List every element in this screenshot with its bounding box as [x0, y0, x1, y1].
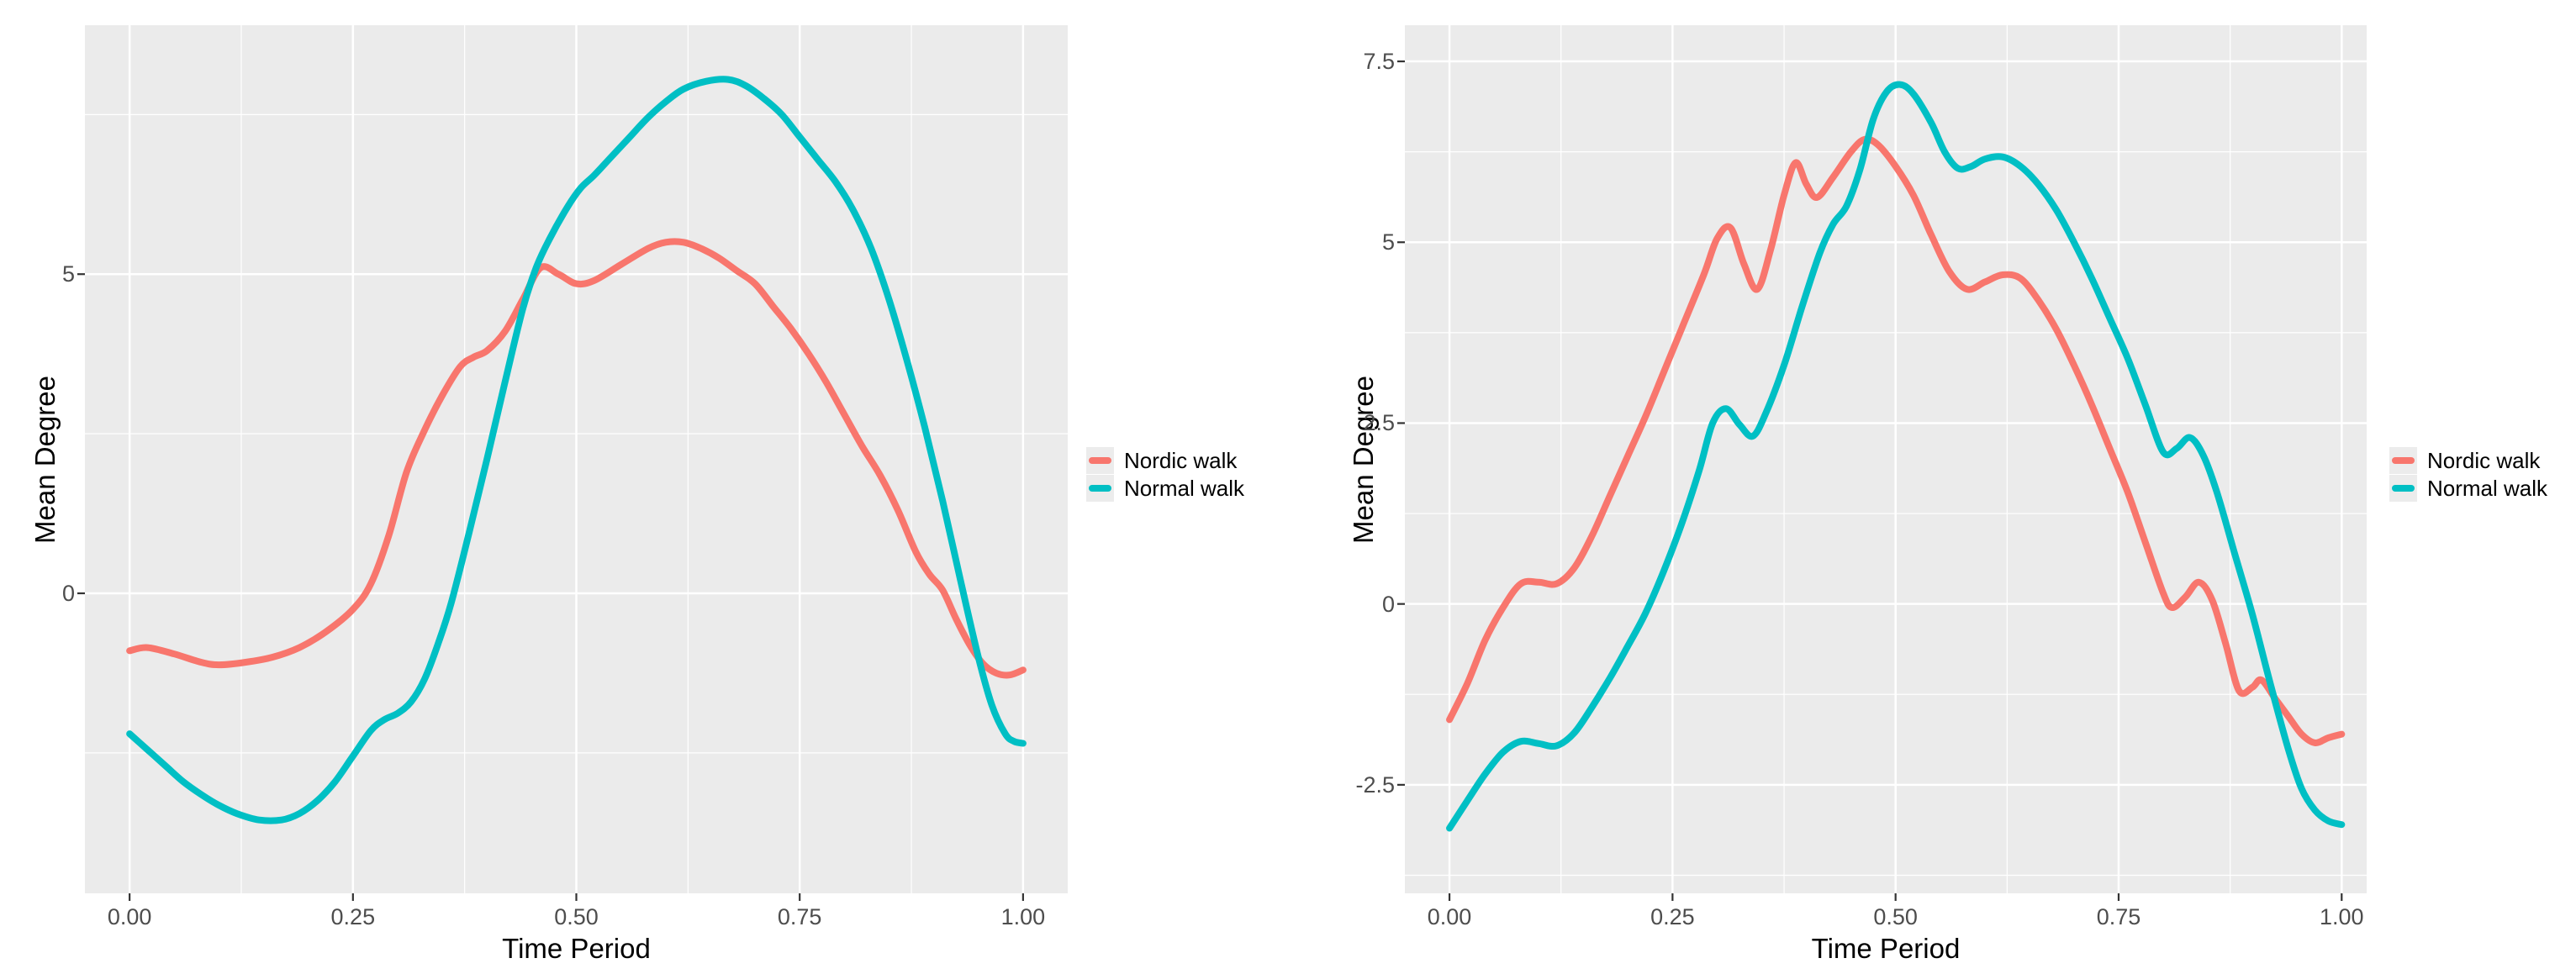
y-tick-label: 5: [61, 261, 75, 287]
x-tick-label: 0.00: [107, 904, 152, 929]
legend-key: [2389, 475, 2417, 502]
legend-label: Nordic walk: [2427, 448, 2541, 473]
x-tick-label: 0.25: [330, 904, 376, 929]
legend-label: Nordic walk: [1124, 448, 1238, 473]
x-tick-label: 1.00: [2320, 904, 2364, 929]
legend-key: [2389, 447, 2417, 474]
x-tick-label: 1.00: [1000, 904, 1046, 929]
legend-key: [1086, 475, 1114, 502]
y-tick-label: 0: [61, 581, 75, 606]
legend-item-normal-walk: Normal walk: [1086, 475, 1244, 502]
y-tick-label: 2.5: [1363, 410, 1395, 436]
normal-walk-line-icon: [2392, 485, 2415, 492]
y-tick-label: 7.5: [1363, 49, 1395, 75]
plot-panel: [77, 25, 1068, 901]
legend-label: Normal walk: [1124, 476, 1245, 501]
x-tick-label: 0.50: [1873, 904, 1918, 929]
y-axis-title: Mean Degree: [29, 375, 61, 544]
legend: Nordic walk Normal walk: [1086, 447, 1244, 503]
x-tick-label: 0.00: [1427, 904, 1472, 929]
legend-label: Normal walk: [2427, 476, 2548, 501]
normal-walk-line-icon: [1089, 485, 1111, 492]
legend-item-normal-walk: Normal walk: [2389, 475, 2547, 502]
x-axis-title: Time Period: [1811, 933, 1961, 964]
legend: Nordic walk Normal walk: [2389, 447, 2547, 503]
legend-item-nordic-walk: Nordic walk: [1086, 447, 1244, 474]
legend-item-nordic-walk: Nordic walk: [2389, 447, 2547, 474]
x-tick-label: 0.75: [2096, 904, 2141, 929]
y-tick-label: 0: [1381, 591, 1395, 617]
x-tick-label: 0.50: [554, 904, 599, 929]
x-tick-label: 0.75: [777, 904, 822, 929]
x-axis-title: Time Period: [502, 933, 651, 964]
y-axis-title: Mean Degree: [1348, 375, 1379, 544]
nordic-walk-line-icon: [1089, 457, 1111, 464]
nordic-walk-line-icon: [2392, 457, 2415, 464]
legend-key: [1086, 447, 1114, 474]
y-tick-label: 5: [1381, 229, 1395, 255]
y-tick-label: -2.5: [1355, 771, 1395, 798]
plot-panel: [1397, 25, 2367, 901]
x-tick-label: 0.25: [1650, 904, 1695, 929]
